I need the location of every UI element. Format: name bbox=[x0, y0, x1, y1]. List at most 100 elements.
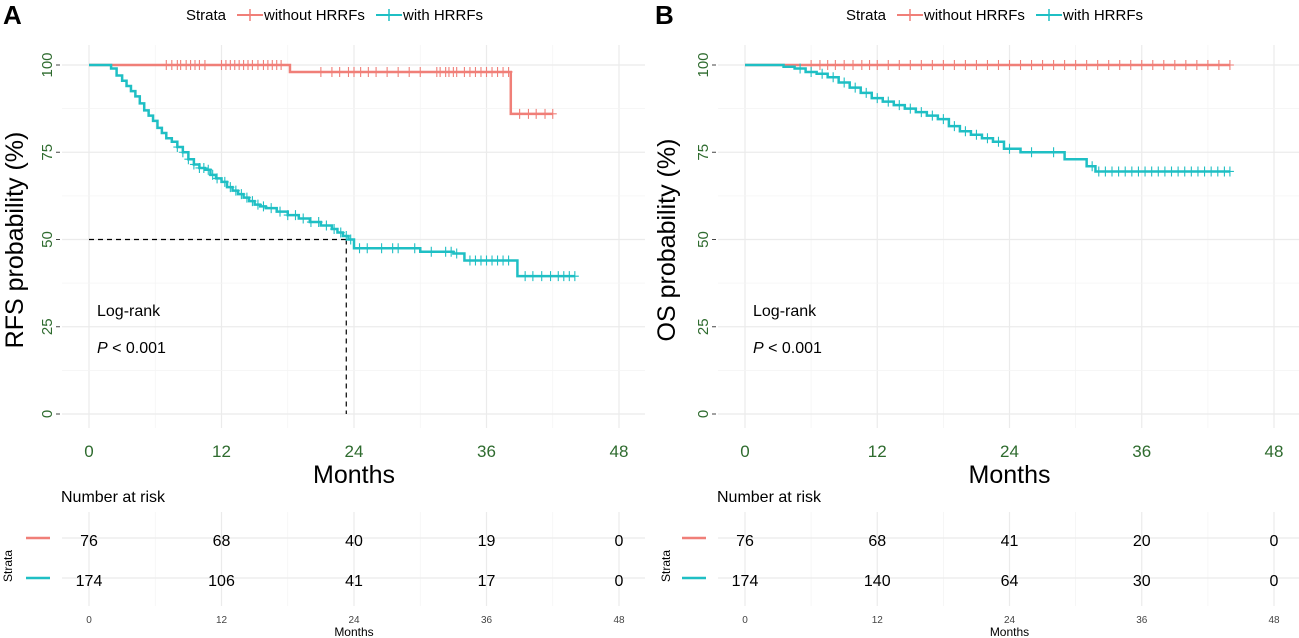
censor-mark bbox=[1049, 60, 1058, 70]
risk-value: 20 bbox=[1133, 533, 1151, 550]
censor-mark bbox=[200, 60, 209, 70]
risk-value: 41 bbox=[1001, 533, 1019, 550]
censor-mark bbox=[950, 60, 959, 70]
legend: Strata without HRRFs with HRRFs bbox=[846, 7, 1143, 24]
risk-value: 19 bbox=[478, 533, 496, 550]
censor-mark bbox=[983, 133, 992, 144]
censor-mark bbox=[231, 185, 240, 196]
x-tick-label: 24 bbox=[1000, 442, 1019, 461]
censor-mark bbox=[335, 66, 344, 77]
censor-mark bbox=[1192, 60, 1201, 70]
risk-value: 0 bbox=[1270, 533, 1279, 550]
censor-mark bbox=[906, 60, 915, 70]
risk-table-title: Number at risk bbox=[717, 489, 822, 506]
censor-mark bbox=[394, 66, 403, 77]
censor-mark bbox=[204, 164, 213, 175]
censor-mark bbox=[849, 60, 858, 70]
risk-value: 41 bbox=[345, 573, 363, 590]
grid bbox=[718, 45, 1299, 428]
censor-mark bbox=[818, 68, 827, 79]
censor-mark bbox=[521, 271, 530, 282]
censor-mark bbox=[528, 271, 537, 282]
risk-value: 174 bbox=[732, 573, 759, 590]
risk-table-title: Number at risk bbox=[61, 489, 166, 506]
censor-mark bbox=[1016, 60, 1025, 70]
censor-mark bbox=[884, 96, 893, 107]
censor-mark bbox=[364, 66, 373, 77]
x-tick-label: 0 bbox=[84, 442, 93, 461]
censor-mark bbox=[524, 108, 533, 119]
censor-mark bbox=[895, 60, 904, 70]
censor-mark bbox=[823, 60, 832, 70]
censor-mark bbox=[1038, 60, 1047, 70]
p-text: < 0.001 bbox=[764, 340, 822, 357]
risk-table-tick-label: 12 bbox=[872, 615, 884, 626]
risk-table-tick-label: 48 bbox=[613, 615, 625, 626]
censor-mark bbox=[355, 243, 364, 254]
censor-mark bbox=[983, 60, 992, 70]
censor-mark bbox=[226, 182, 235, 193]
censor-mark bbox=[377, 243, 386, 254]
risk-value: 106 bbox=[208, 573, 235, 590]
x-axis-title: Months bbox=[313, 461, 395, 489]
p-symbol: P bbox=[753, 340, 764, 357]
censor-mark bbox=[283, 210, 292, 221]
censor-mark bbox=[208, 169, 217, 180]
p-value: P < 0.001 bbox=[97, 340, 166, 357]
panel-b: B Strata without HRRFs with HRRFs 0 25 50 75 100… bbox=[653, 0, 1299, 638]
y-tick-label: 50 bbox=[695, 231, 712, 248]
censor-mark bbox=[541, 108, 550, 119]
censor-mark bbox=[1060, 60, 1069, 70]
x-axis-title: Months bbox=[969, 461, 1051, 489]
censor-mark bbox=[189, 159, 198, 170]
x-tick-label: 24 bbox=[345, 442, 364, 461]
y-axis-title: OS probability (%) bbox=[653, 139, 681, 342]
risk-table-tick-label: 36 bbox=[481, 615, 493, 626]
censor-mark bbox=[884, 60, 893, 70]
risk-table-strata-label: Strata bbox=[659, 550, 673, 582]
censor-mark bbox=[452, 248, 461, 259]
panel-label: A bbox=[3, 0, 22, 30]
censor-mark bbox=[372, 66, 381, 77]
risk-table-tick-label: 24 bbox=[1004, 615, 1016, 626]
censor-mark bbox=[862, 87, 871, 98]
censor-mark bbox=[515, 108, 524, 119]
censor-mark bbox=[928, 60, 937, 70]
censor-mark bbox=[972, 129, 981, 140]
censor-mark bbox=[1181, 60, 1190, 70]
p-text: < 0.001 bbox=[108, 340, 166, 357]
censor-mark bbox=[416, 66, 425, 77]
censor-mark bbox=[1170, 60, 1179, 70]
censor-mark bbox=[1214, 60, 1223, 70]
censor-mark bbox=[299, 213, 308, 224]
censor-mark bbox=[410, 243, 419, 254]
censor-mark bbox=[356, 66, 365, 77]
censor-mark bbox=[314, 217, 323, 228]
risk-value: 64 bbox=[1001, 573, 1019, 590]
grid bbox=[62, 45, 645, 428]
censor-mark bbox=[342, 231, 351, 242]
censor-mark bbox=[259, 201, 268, 212]
censor-mark bbox=[306, 217, 315, 228]
y-tick-label: 100 bbox=[39, 52, 56, 77]
censor-mark bbox=[504, 255, 513, 266]
censor-mark bbox=[807, 66, 816, 77]
legend-entry-2: with HRRFs bbox=[1062, 7, 1143, 24]
censor-mark bbox=[427, 246, 436, 257]
censor-mark bbox=[865, 60, 874, 70]
legend-title: Strata bbox=[846, 7, 887, 24]
risk-table-tick-label: 12 bbox=[216, 615, 228, 626]
logrank-label: Log-rank bbox=[753, 303, 817, 320]
censor-mark bbox=[796, 63, 805, 74]
y-tick-label: 0 bbox=[695, 410, 712, 418]
censor-mark bbox=[1082, 60, 1091, 70]
censor-mark bbox=[857, 60, 866, 70]
y-tick-label: 0 bbox=[39, 410, 56, 418]
censor-mark bbox=[276, 206, 285, 217]
censor-mark bbox=[405, 66, 414, 77]
y-tick-label: 100 bbox=[695, 52, 712, 77]
risk-value: 0 bbox=[615, 533, 624, 550]
risk-value: 174 bbox=[76, 573, 103, 590]
censor-mark bbox=[1137, 60, 1146, 70]
y-axis-title: RFS probability (%) bbox=[1, 132, 29, 349]
